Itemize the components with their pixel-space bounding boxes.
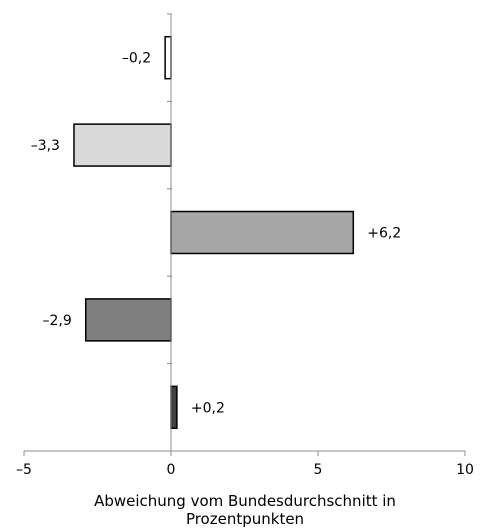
bar-data-label: –2,9: [42, 313, 71, 329]
x-axis-ticks: –5 0 5 10: [16, 451, 474, 478]
bar: [84, 298, 172, 342]
data-labels-group: –0,2 –3,3 +6,2 –2,9 +0,2: [31, 51, 402, 417]
bar-data-label: +6,2: [367, 226, 401, 242]
bar: [170, 210, 355, 255]
bar: [164, 35, 172, 80]
x-axis-tick-label: –5: [16, 462, 32, 478]
x-axis-title-line-2: Prozentpunkten: [186, 510, 304, 528]
x-axis-tick-label: 5: [314, 462, 323, 478]
x-axis-tick-label: 10: [456, 462, 474, 478]
bar-data-label: –3,3: [31, 138, 60, 154]
bar-data-label: –0,2: [122, 51, 151, 67]
bar-data-label: +0,2: [191, 400, 225, 416]
x-axis-tick-label: 0: [167, 462, 176, 478]
x-axis-title-line-1: Abweichung vom Bundesdurchschnitt in: [94, 492, 396, 510]
bar: [73, 123, 172, 167]
bars-group: [73, 35, 355, 430]
bar: [170, 385, 178, 430]
